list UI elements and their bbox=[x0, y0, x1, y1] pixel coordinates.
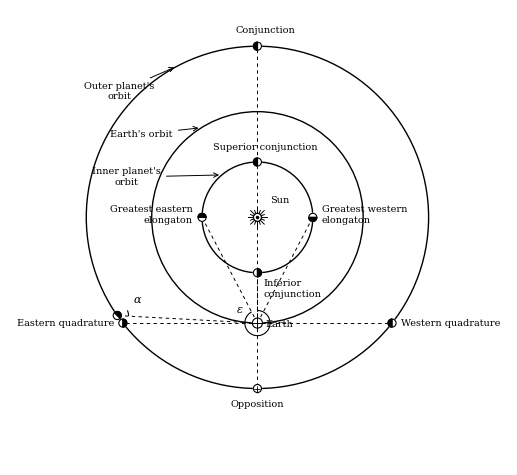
Circle shape bbox=[113, 312, 121, 320]
Wedge shape bbox=[253, 158, 257, 166]
Circle shape bbox=[309, 213, 317, 221]
Circle shape bbox=[253, 213, 262, 221]
Wedge shape bbox=[253, 42, 257, 50]
Wedge shape bbox=[309, 218, 317, 221]
Text: Greatest eastern
elongaton: Greatest eastern elongaton bbox=[110, 205, 193, 225]
Wedge shape bbox=[388, 319, 392, 327]
Text: Superior conjunction: Superior conjunction bbox=[212, 142, 317, 152]
Circle shape bbox=[253, 158, 262, 166]
Circle shape bbox=[253, 42, 262, 50]
Wedge shape bbox=[114, 312, 121, 318]
Circle shape bbox=[252, 318, 263, 328]
Text: ε: ε bbox=[237, 305, 243, 315]
Wedge shape bbox=[123, 319, 127, 327]
Wedge shape bbox=[198, 213, 206, 218]
Text: Sun: Sun bbox=[270, 196, 290, 205]
Text: Outer planet's
orbit: Outer planet's orbit bbox=[84, 67, 174, 101]
Circle shape bbox=[253, 384, 262, 392]
Text: Western quadrature: Western quadrature bbox=[401, 319, 500, 328]
Text: Opposition: Opposition bbox=[231, 400, 284, 409]
Circle shape bbox=[119, 319, 127, 327]
Text: Conjunction: Conjunction bbox=[235, 26, 295, 35]
Circle shape bbox=[253, 269, 262, 277]
Text: Inferior
conjunction: Inferior conjunction bbox=[264, 279, 322, 299]
Circle shape bbox=[388, 319, 396, 327]
Text: Inner planet's
orbit: Inner planet's orbit bbox=[92, 167, 218, 187]
Text: Earth: Earth bbox=[265, 320, 293, 329]
Text: Earth's orbit: Earth's orbit bbox=[111, 126, 197, 139]
Text: Eastern quadrature: Eastern quadrature bbox=[17, 319, 114, 328]
Wedge shape bbox=[257, 269, 262, 277]
Text: α: α bbox=[133, 295, 141, 305]
Circle shape bbox=[198, 213, 206, 221]
Text: Greatest western
elongaton: Greatest western elongaton bbox=[322, 205, 407, 225]
